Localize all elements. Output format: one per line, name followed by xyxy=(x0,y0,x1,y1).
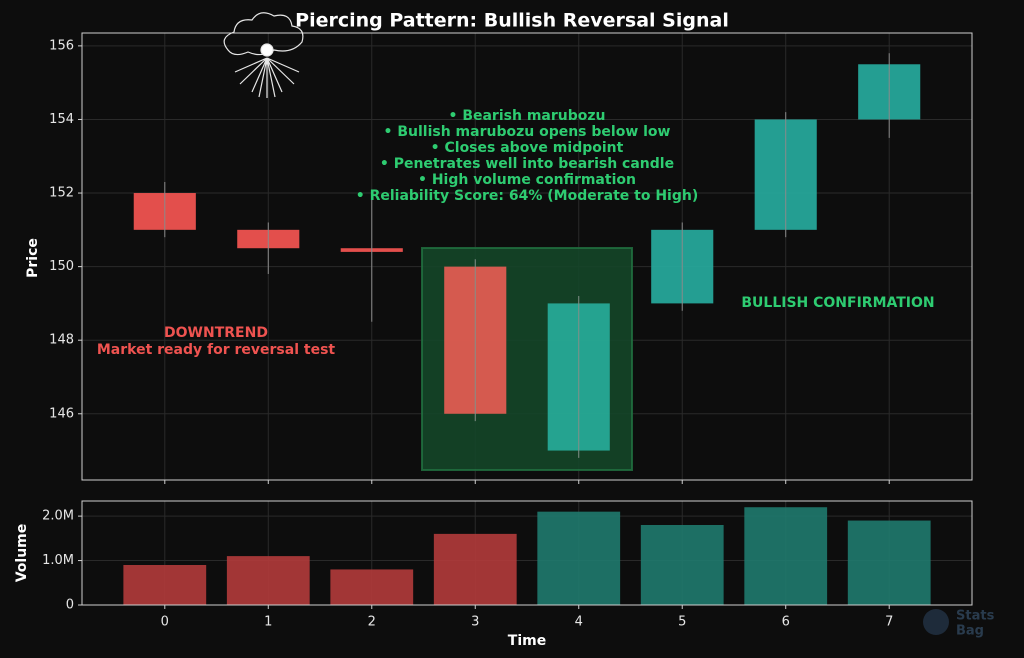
pattern-note: • High volume confirmation xyxy=(418,172,636,188)
x-tick-label: 3 xyxy=(471,615,479,630)
cloud-icon xyxy=(223,12,304,98)
pattern-note: • Penetrates well into bearish candle xyxy=(380,156,674,172)
x-tick-label: 2 xyxy=(368,615,376,630)
volume-bar xyxy=(226,556,310,605)
mark-layer xyxy=(123,53,931,605)
annotation: DOWNTREND xyxy=(164,325,268,341)
y-tick-label: 148 xyxy=(49,333,74,348)
x-tick-label: 4 xyxy=(575,615,583,630)
chart-title: Piercing Pattern: Bullish Reversal Signa… xyxy=(295,10,729,32)
pattern-note: • Reliability Score: 64% (Moderate to Hi… xyxy=(356,188,698,204)
pattern-overlay xyxy=(422,248,632,470)
volume-bar xyxy=(330,569,414,605)
pattern-note: • Bullish marubozu opens below low xyxy=(384,124,671,140)
watermark-icon xyxy=(923,609,949,635)
y-tick-label: 150 xyxy=(49,259,74,274)
y-tick-label: 156 xyxy=(49,38,74,53)
volume-bar xyxy=(433,533,517,605)
volume-bar xyxy=(123,565,207,605)
pattern-note: • Closes above midpoint xyxy=(431,140,624,156)
annotation: Market ready for reversal test xyxy=(97,342,336,358)
x-tick-label: 1 xyxy=(264,615,272,630)
annotation: BULLISH CONFIRMATION xyxy=(741,295,934,311)
pattern-note: • Bearish marubozu xyxy=(449,108,606,124)
x-tick-label: 6 xyxy=(782,615,790,630)
volume-bar xyxy=(640,525,724,605)
x-tick-label: 7 xyxy=(885,615,893,630)
x-tick-label: 5 xyxy=(678,615,686,630)
y-tick-label: 152 xyxy=(49,186,74,201)
volume-bar xyxy=(744,507,828,605)
x-axis-label: Time xyxy=(508,633,546,649)
y-tick-label: 146 xyxy=(49,406,74,421)
price-frame xyxy=(81,32,973,481)
volume-bar xyxy=(537,511,621,605)
y-axis-label: Price xyxy=(25,238,41,278)
watermark: Bag xyxy=(956,624,984,639)
y-tick-label: 2.0M xyxy=(42,509,74,524)
y-tick-label: 0 xyxy=(66,598,74,613)
watermark: Stats xyxy=(956,609,995,624)
y-tick-label: 154 xyxy=(49,112,74,127)
volume-bar xyxy=(847,520,931,605)
y-axis-label: Volume xyxy=(14,524,30,583)
volume-frame xyxy=(81,500,973,606)
y-tick-label: 1.0M xyxy=(42,553,74,568)
x-tick-label: 0 xyxy=(161,615,169,630)
